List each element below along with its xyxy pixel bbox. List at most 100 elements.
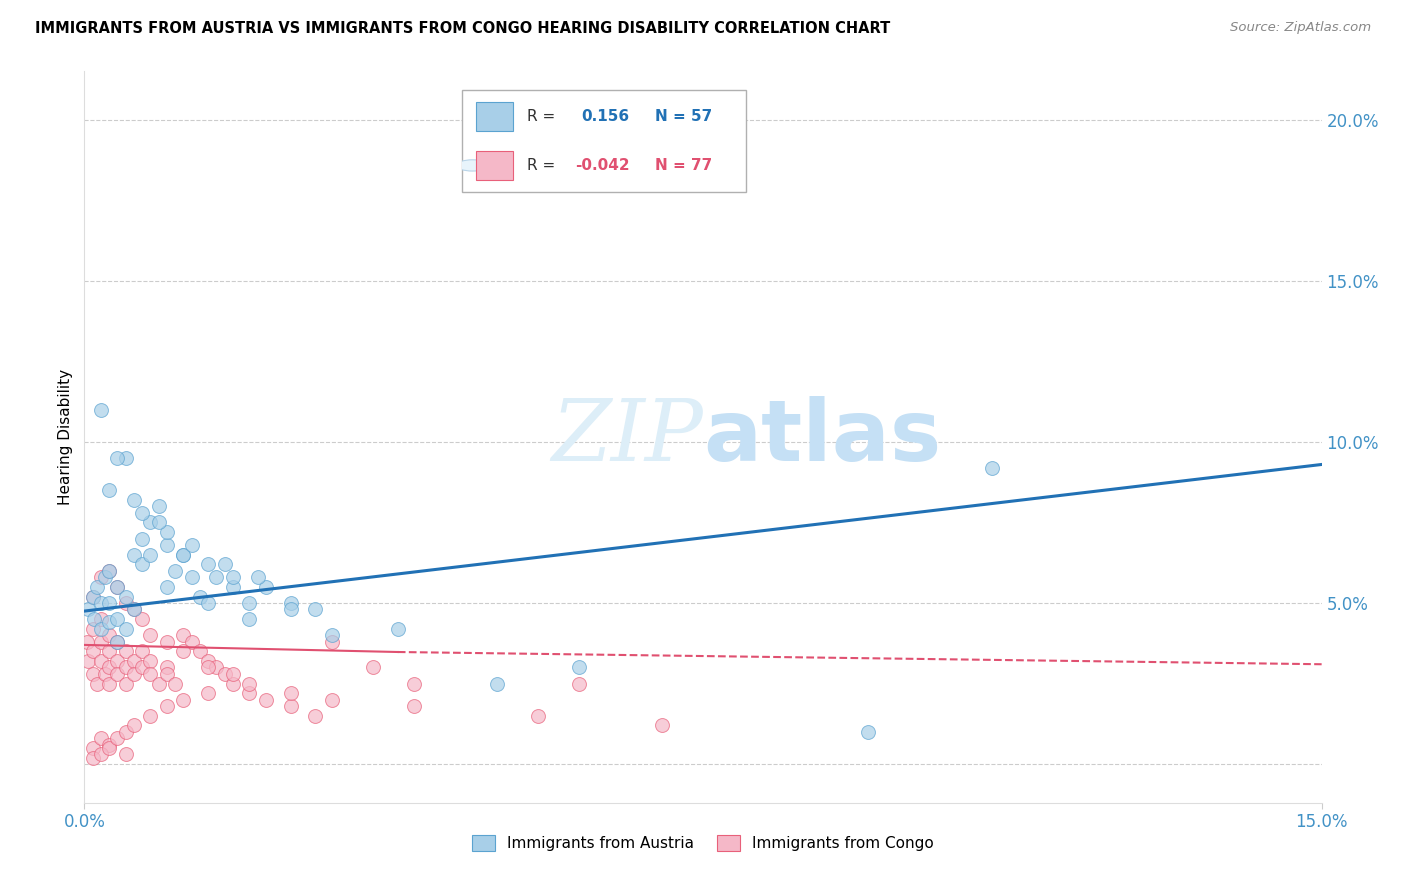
- Point: [131, 612, 153, 626]
- Point: [139, 516, 162, 530]
- Point: [180, 634, 202, 648]
- Text: atlas: atlas: [703, 395, 941, 479]
- Point: [82, 590, 104, 604]
- Point: [148, 676, 170, 690]
- Point: [82, 667, 104, 681]
- Point: [131, 506, 153, 520]
- Point: [156, 667, 179, 681]
- Point: [568, 660, 591, 674]
- Point: [980, 460, 1002, 475]
- Point: [105, 634, 128, 648]
- Point: [222, 580, 245, 594]
- Point: [122, 654, 145, 668]
- Point: [98, 564, 121, 578]
- Point: [197, 596, 219, 610]
- Point: [197, 686, 219, 700]
- Point: [139, 548, 162, 562]
- Point: [77, 602, 100, 616]
- Point: [156, 525, 179, 540]
- Point: [90, 654, 112, 668]
- Point: [156, 538, 179, 552]
- Point: [98, 741, 121, 756]
- Point: [131, 532, 153, 546]
- Point: [94, 667, 117, 681]
- Point: [77, 654, 100, 668]
- Point: [131, 644, 153, 658]
- Point: [131, 558, 153, 572]
- Point: [98, 628, 121, 642]
- Point: [304, 602, 326, 616]
- Point: [82, 750, 104, 764]
- Point: [86, 580, 108, 594]
- Point: [156, 580, 179, 594]
- Point: [114, 590, 136, 604]
- Point: [114, 622, 136, 636]
- Point: [246, 570, 269, 584]
- Point: [114, 660, 136, 674]
- Point: [197, 558, 219, 572]
- Point: [361, 660, 384, 674]
- Point: [148, 516, 170, 530]
- Point: [156, 660, 179, 674]
- Point: [280, 602, 302, 616]
- Legend: Immigrants from Austria, Immigrants from Congo: Immigrants from Austria, Immigrants from…: [465, 830, 941, 857]
- Point: [238, 686, 260, 700]
- Point: [205, 570, 228, 584]
- Point: [90, 731, 112, 746]
- Point: [180, 570, 202, 584]
- Point: [98, 596, 121, 610]
- Point: [98, 660, 121, 674]
- Point: [205, 660, 228, 674]
- Point: [90, 596, 112, 610]
- Point: [238, 676, 260, 690]
- Text: IMMIGRANTS FROM AUSTRIA VS IMMIGRANTS FROM CONGO HEARING DISABILITY CORRELATION : IMMIGRANTS FROM AUSTRIA VS IMMIGRANTS FR…: [35, 21, 890, 36]
- Point: [485, 676, 508, 690]
- Point: [114, 596, 136, 610]
- Point: [105, 731, 128, 746]
- Point: [197, 654, 219, 668]
- Point: [568, 676, 591, 690]
- Point: [122, 718, 145, 732]
- Point: [90, 570, 112, 584]
- Point: [105, 634, 128, 648]
- Point: [98, 676, 121, 690]
- Point: [94, 570, 117, 584]
- Point: [238, 596, 260, 610]
- Point: [114, 725, 136, 739]
- Point: [404, 699, 426, 714]
- Point: [82, 590, 104, 604]
- Point: [197, 660, 219, 674]
- Point: [172, 548, 194, 562]
- Point: [122, 667, 145, 681]
- Point: [188, 590, 211, 604]
- Point: [122, 602, 145, 616]
- Point: [105, 580, 128, 594]
- Point: [114, 644, 136, 658]
- Point: [254, 692, 277, 706]
- Point: [105, 612, 128, 626]
- Point: [90, 612, 112, 626]
- Point: [148, 500, 170, 514]
- Point: [280, 596, 302, 610]
- Point: [82, 644, 104, 658]
- Point: [304, 708, 326, 723]
- Point: [172, 644, 194, 658]
- Point: [214, 667, 236, 681]
- Point: [651, 718, 673, 732]
- Point: [321, 634, 343, 648]
- Point: [404, 676, 426, 690]
- Point: [122, 602, 145, 616]
- Point: [321, 628, 343, 642]
- Point: [98, 564, 121, 578]
- Point: [188, 644, 211, 658]
- Point: [105, 580, 128, 594]
- Point: [114, 747, 136, 762]
- Point: [238, 612, 260, 626]
- Point: [527, 708, 550, 723]
- Point: [131, 660, 153, 674]
- Point: [114, 676, 136, 690]
- Point: [222, 570, 245, 584]
- Point: [105, 654, 128, 668]
- Point: [83, 612, 105, 626]
- Point: [172, 548, 194, 562]
